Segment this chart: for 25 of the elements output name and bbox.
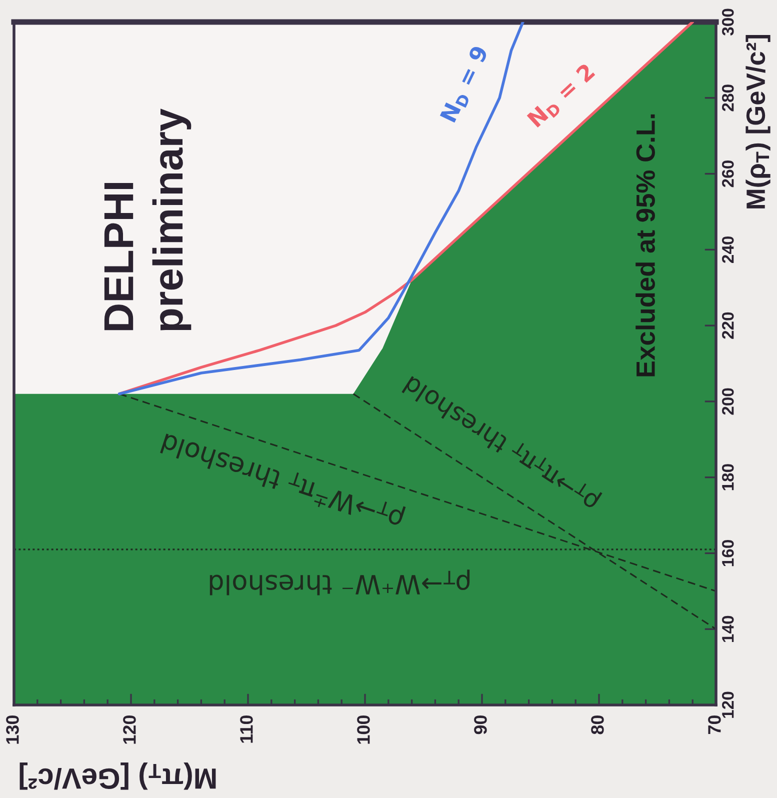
x-tick-label: 90: [474, 715, 487, 734]
y-tick-label: 260: [722, 160, 734, 188]
text: N$_{D}$ = 2: [526, 62, 598, 130]
x-tick-label: 130: [6, 715, 19, 744]
text: ρ$_{T}$→W$^{±}$π$_{T}$ threshold: [160, 433, 406, 526]
y-tick-label: 220: [722, 312, 734, 339]
y-tick-label: 180: [722, 464, 734, 490]
x-tick-label: 120: [123, 715, 136, 744]
y-tick-label: 120: [722, 692, 734, 718]
y-axis-title: M(ρ$_{T}$) [GeV/c²]: [746, 34, 770, 208]
y-tick-label: 280: [722, 84, 734, 112]
y-tick-label: 240: [722, 236, 734, 263]
y-tick-label: 300: [722, 8, 734, 36]
annotation: DELPHI preliminary: [104, 108, 192, 330]
y-tick-label: 160: [722, 540, 734, 566]
ref-line-label: ρ$_{T}$→W⁺W⁻ threshold: [210, 570, 470, 596]
series-label: Excluded at 95% C.L.: [636, 114, 655, 376]
x-tick-label: 70: [708, 715, 721, 734]
x-tick-label: 110: [240, 715, 253, 743]
x-tick-label: 100: [357, 715, 370, 744]
y-tick-label: 140: [722, 616, 734, 642]
y-tick-label: 200: [722, 388, 734, 415]
x-axis-title: M(π$_{T}$) [GeV/c²]: [20, 762, 216, 790]
text: N$_{D}$ = 9: [440, 44, 492, 124]
x-tick-label: 80: [591, 715, 604, 734]
